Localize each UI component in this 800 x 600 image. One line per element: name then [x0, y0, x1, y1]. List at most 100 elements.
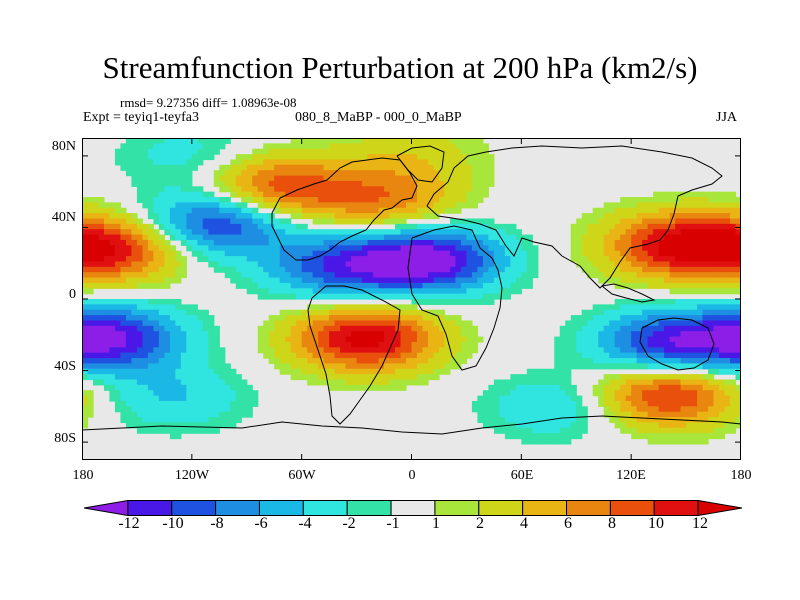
field-cell	[647, 250, 654, 257]
field-cell	[125, 239, 133, 246]
field-cell	[131, 315, 138, 322]
field-cell	[307, 266, 314, 273]
coastline-antarctica	[82, 415, 741, 435]
field-cell	[191, 245, 198, 252]
field-cell	[411, 250, 418, 257]
field-cell	[719, 427, 726, 434]
field-cell	[351, 277, 358, 284]
field-cell	[147, 400, 154, 407]
field-cell	[246, 390, 253, 397]
field-cell	[114, 218, 122, 225]
field-cell	[658, 191, 665, 198]
field-cell	[526, 417, 533, 424]
field-cell	[631, 234, 638, 241]
field-cell	[422, 336, 429, 343]
field-cell	[136, 341, 144, 348]
field-cell	[675, 266, 682, 273]
field-cell	[719, 320, 726, 327]
field-cell	[592, 250, 599, 257]
field-cell	[433, 358, 440, 364]
field-cell	[164, 417, 171, 424]
field-cell	[406, 164, 413, 171]
field-cell	[301, 229, 308, 236]
field-cell	[362, 250, 369, 257]
field-cell	[592, 331, 599, 338]
field-cell	[92, 223, 100, 230]
field-cell	[471, 159, 478, 166]
field-cell	[647, 331, 654, 338]
field-cell	[411, 272, 418, 279]
field-cell	[329, 164, 336, 171]
field-cell	[186, 417, 193, 424]
field-cell	[257, 164, 264, 171]
field-cell	[268, 143, 275, 150]
field-cell	[191, 315, 198, 322]
field-cell	[724, 336, 731, 343]
field-cell	[592, 315, 599, 322]
field-cell	[587, 315, 594, 322]
field-cell	[351, 175, 358, 182]
field-cell	[109, 347, 116, 354]
field-cell	[686, 325, 693, 332]
field-cell	[625, 272, 632, 279]
field-cell	[312, 256, 319, 263]
field-cell	[142, 384, 149, 391]
field-cell	[279, 272, 286, 279]
field-cell	[279, 336, 286, 343]
field-cell	[186, 202, 193, 209]
field-cell	[202, 347, 209, 354]
field-cell	[290, 143, 297, 150]
field-cell	[263, 331, 270, 338]
field-cell	[565, 390, 572, 397]
colorbar-swatch	[697, 500, 742, 516]
field-cell	[219, 223, 226, 230]
field-cell	[438, 159, 446, 166]
field-cell	[356, 143, 363, 150]
field-cell	[400, 148, 407, 155]
field-cell	[669, 304, 676, 311]
field-cell	[510, 384, 517, 391]
field-cell	[444, 229, 451, 236]
field-cell	[642, 325, 649, 332]
field-cell	[235, 250, 242, 257]
field-cell	[554, 341, 561, 348]
field-cell	[636, 245, 643, 252]
field-cell	[433, 315, 440, 322]
field-cell	[158, 138, 165, 144]
field-cell	[400, 363, 407, 370]
field-cell	[570, 256, 577, 263]
field-cell	[263, 175, 270, 182]
field-cell	[373, 347, 380, 354]
field-cell	[603, 331, 610, 338]
field-cell	[373, 180, 380, 187]
field-cell	[647, 277, 654, 284]
field-cell	[378, 352, 385, 359]
field-cell	[680, 277, 687, 284]
field-cell	[323, 191, 330, 198]
field-cell	[318, 256, 325, 263]
field-cell	[296, 229, 303, 236]
field-cell	[482, 159, 489, 166]
field-cell	[675, 336, 682, 343]
field-cell	[636, 320, 643, 327]
field-cell	[109, 223, 116, 230]
field-cell	[675, 272, 682, 279]
field-cell	[197, 341, 204, 348]
field-cell	[411, 148, 418, 155]
field-cell	[230, 239, 237, 246]
field-cell	[114, 400, 122, 407]
field-cell	[515, 400, 522, 407]
field-cell	[158, 261, 165, 268]
field-cell	[246, 234, 253, 241]
field-cell	[603, 250, 610, 257]
field-cell	[713, 336, 720, 343]
field-cell	[416, 213, 424, 220]
field-cell	[609, 406, 616, 413]
field-cell	[444, 282, 451, 289]
field-cell	[697, 304, 704, 311]
field-cell	[658, 218, 665, 225]
field-cell	[362, 197, 369, 203]
field-cell	[241, 250, 248, 257]
field-cell	[307, 320, 314, 327]
field-cell	[427, 170, 435, 177]
